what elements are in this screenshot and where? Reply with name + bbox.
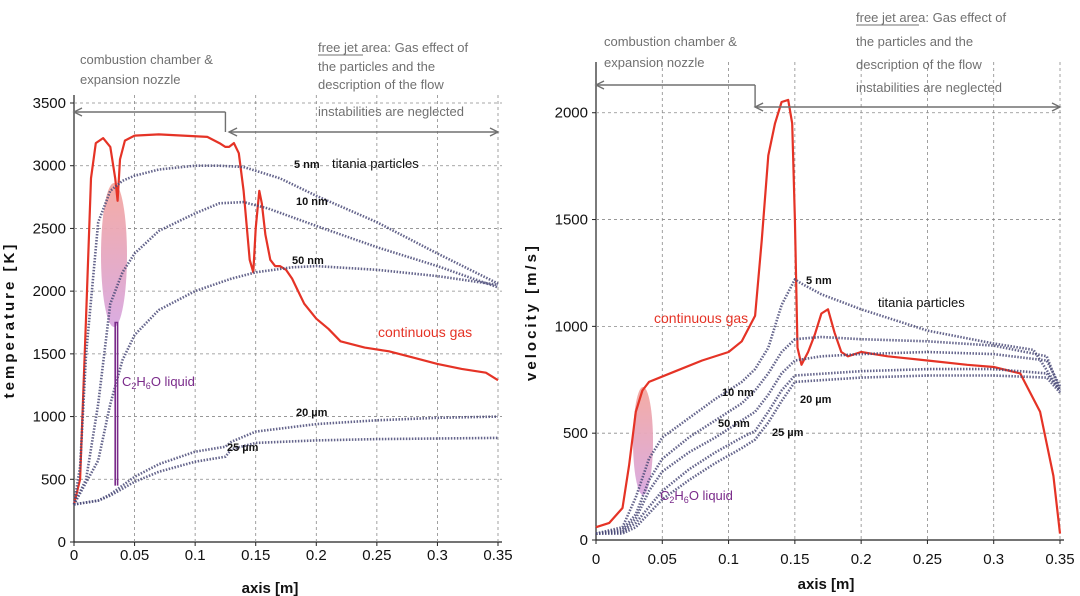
temperature-series-10-nm [72,200,499,505]
velocity-x-tick-label: 0.05 [648,551,677,568]
temperature-x-tick-label: 0.05 [120,547,149,564]
velocity-x-ticks: 0 0.05 0.1 0.15 0.2 0.25 0.3 0.35 [592,551,1075,568]
velocity-label-gas: continuous gas [654,310,748,326]
temperature-series-25-m [73,436,499,506]
velocity-y-axis-label: velocity [m/s] [523,243,540,381]
velocity-label-liquid: C2H6O liquid [660,488,733,505]
velocity-plot-area [595,98,1062,535]
temperature-label-liquid: C2H6O liquid [122,374,195,391]
velocity-region-right-line-1: free jet area: Gas effect of [856,10,1006,25]
temperature-x-tick-label: 0 [70,547,78,564]
temperature-region-right-arrowhead-end [489,127,500,137]
temperature-series-c2h6o-liquid [114,321,119,486]
temperature-series-5-nm [72,164,499,505]
temperature-region-right-line-2: the particles and the [318,59,435,74]
velocity-region-right-arrowhead-end [1051,102,1062,112]
velocity-y-tick-label: 1500 [555,212,588,229]
temperature-y-ticks: 0 500 1000 1500 2000 2500 3000 3500 [33,95,66,551]
temperature-region-right-line-3: description of the flow [318,77,444,92]
temperature-label-gas: continuous gas [378,324,472,340]
velocity-region-right-arrowhead-start [753,102,764,112]
temperature-y-tick-label: 3500 [33,95,66,112]
temperature-label-10nm: 10 nm [296,196,328,208]
temperature-x-tick-label: 0.2 [306,547,327,564]
temperature-region-left-line-1: combustion chamber & [80,52,213,67]
temperature-y-tick-label: 1500 [33,346,66,363]
temperature-region-arrows [72,107,500,137]
temperature-grid [70,95,502,546]
velocity-series-20-m [595,367,1062,535]
temperature-label-25um: 25 µm [227,442,259,454]
temperature-y-tick-label: 0 [58,534,66,551]
temperature-y-tick-label: 3000 [33,158,66,175]
velocity-y-tick-label: 500 [563,425,588,442]
temperature-x-ticks: 0 0.05 0.1 0.15 0.2 0.25 0.3 0.35 [70,547,513,564]
temperature-x-tick-label: 0.3 [427,547,448,564]
velocity-x-tick-label: 0.3 [983,551,1004,568]
temperature-region-right-line-4: instabilities are neglected [318,104,464,119]
velocity-x-tick-label: 0.1 [718,551,739,568]
velocity-x-tick-label: 0.2 [851,551,872,568]
temperature-label-titania: titania particles [332,156,419,171]
temperature-y-tick-label: 2000 [33,283,66,300]
temperature-chart: 0 0.05 0.1 0.15 0.2 0.25 0.3 0.35 0 500 1000 1500 2… [1,40,513,596]
velocity-y-tick-label: 2000 [555,105,588,122]
temperature-series-20-m [73,415,499,506]
temperature-y-tick-label: 500 [41,471,66,488]
velocity-region-right-line-2: the particles and the [856,34,973,49]
temperature-region-left-arrowhead [72,107,83,117]
temperature-x-tick-label: 0.1 [185,547,206,564]
velocity-series-50-nm [595,350,1062,535]
velocity-droplet-marker [633,387,653,495]
velocity-y-tick-label: 0 [580,532,588,549]
temperature-region-right-arrowhead-start [227,127,238,137]
velocity-series-10-nm [595,335,1062,535]
temperature-y-tick-label: 1000 [33,409,66,426]
temperature-x-tick-label: 0.35 [483,547,512,564]
velocity-label-titania: titania particles [878,295,965,310]
velocity-x-axis-label: axis [m] [798,576,855,593]
velocity-x-tick-label: 0 [592,551,600,568]
velocity-y-tick-label: 1000 [555,318,588,335]
velocity-region-left-line-1: combustion chamber & [604,34,737,49]
temperature-label-20um: 20 µm [296,407,328,419]
temperature-series-50-nm [72,264,499,506]
velocity-region-left-line-2: expansion nozzle [604,55,704,70]
velocity-x-tick-label: 0.35 [1045,551,1074,568]
velocity-x-tick-label: 0.15 [780,551,809,568]
velocity-series-continuous-gas [595,98,1062,534]
temperature-label-5nm: 5 nm [294,159,320,171]
temperature-series-continuous-gas [72,133,499,505]
velocity-y-ticks: 0 500 1000 1500 2000 [555,105,588,549]
velocity-region-right-line-3: description of the flow [856,57,982,72]
temperature-x-tick-label: 0.25 [362,547,391,564]
velocity-label-10nm: 10 nm [722,387,754,399]
temperature-x-axis-label: axis [m] [242,580,299,596]
velocity-region-left-arrowhead [594,80,605,90]
velocity-label-5nm: 5 nm [806,275,832,287]
velocity-chart: 0 0.05 0.1 0.15 0.2 0.25 0.3 0.35 0 500 1000 1500 2… [523,10,1075,593]
velocity-label-20um: 20 µm [800,394,832,406]
velocity-region-arrows [594,80,1062,112]
velocity-label-50nm: 50 nm [718,418,750,430]
temperature-x-tick-label: 0.15 [241,547,270,564]
velocity-x-tick-label: 0.25 [913,551,942,568]
velocity-region-right-line-4: instabilities are neglected [856,80,1002,95]
temperature-y-axis-label: temperature [K] [1,242,18,399]
temperature-region-right-line-1: free jet area: Gas effect of [318,40,468,55]
temperature-region-left-line-2: expansion nozzle [80,72,180,87]
temperature-y-tick-label: 2500 [33,220,66,237]
temperature-label-50nm: 50 nm [292,255,324,267]
temperature-plot-area [72,133,499,506]
velocity-grid [592,62,1064,544]
velocity-series-25-m [596,374,1061,535]
temperature-droplet-marker [101,183,127,327]
velocity-label-25um: 25 µm [772,427,804,439]
